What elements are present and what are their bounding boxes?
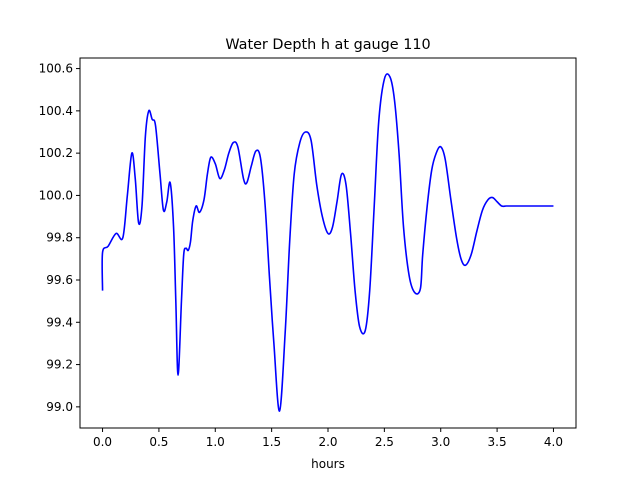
- y-tick-label: 100.2: [39, 146, 73, 160]
- x-tick-label: 2.0: [318, 435, 337, 449]
- x-tick-label: 4.0: [544, 435, 563, 449]
- x-tick-label: 0.0: [93, 435, 112, 449]
- x-tick-label: 0.5: [149, 435, 168, 449]
- x-tick-label: 3.0: [431, 435, 450, 449]
- x-axis: 0.0 0.5 1.0 1.5 2.0 2.5 3.0 3.5 4.0: [93, 428, 563, 449]
- chart-title: Water Depth h at gauge 110: [225, 37, 430, 53]
- plot-frame: [79, 57, 577, 429]
- x-tick-label: 1.0: [206, 435, 225, 449]
- y-tick-label: 99.4: [46, 315, 73, 329]
- series-line: [101, 73, 554, 412]
- x-tick-label: 2.5: [375, 435, 394, 449]
- y-tick-label: 100.0: [39, 188, 73, 202]
- x-tick-label: 3.5: [488, 435, 507, 449]
- x-tick-label: 1.5: [262, 435, 281, 449]
- y-tick-label: 99.0: [46, 400, 73, 414]
- y-tick-label: 99.6: [46, 273, 73, 287]
- y-tick-label: 99.8: [46, 231, 73, 245]
- y-tick-label: 100.4: [39, 104, 73, 118]
- y-axis: 99.0 99.2 99.4 99.6 99.8 100.0 100.2 100.4 100.6: [39, 62, 80, 414]
- y-tick-label: 100.6: [39, 62, 73, 76]
- y-tick-label: 99.2: [46, 358, 73, 372]
- x-axis-label: hours: [311, 457, 345, 471]
